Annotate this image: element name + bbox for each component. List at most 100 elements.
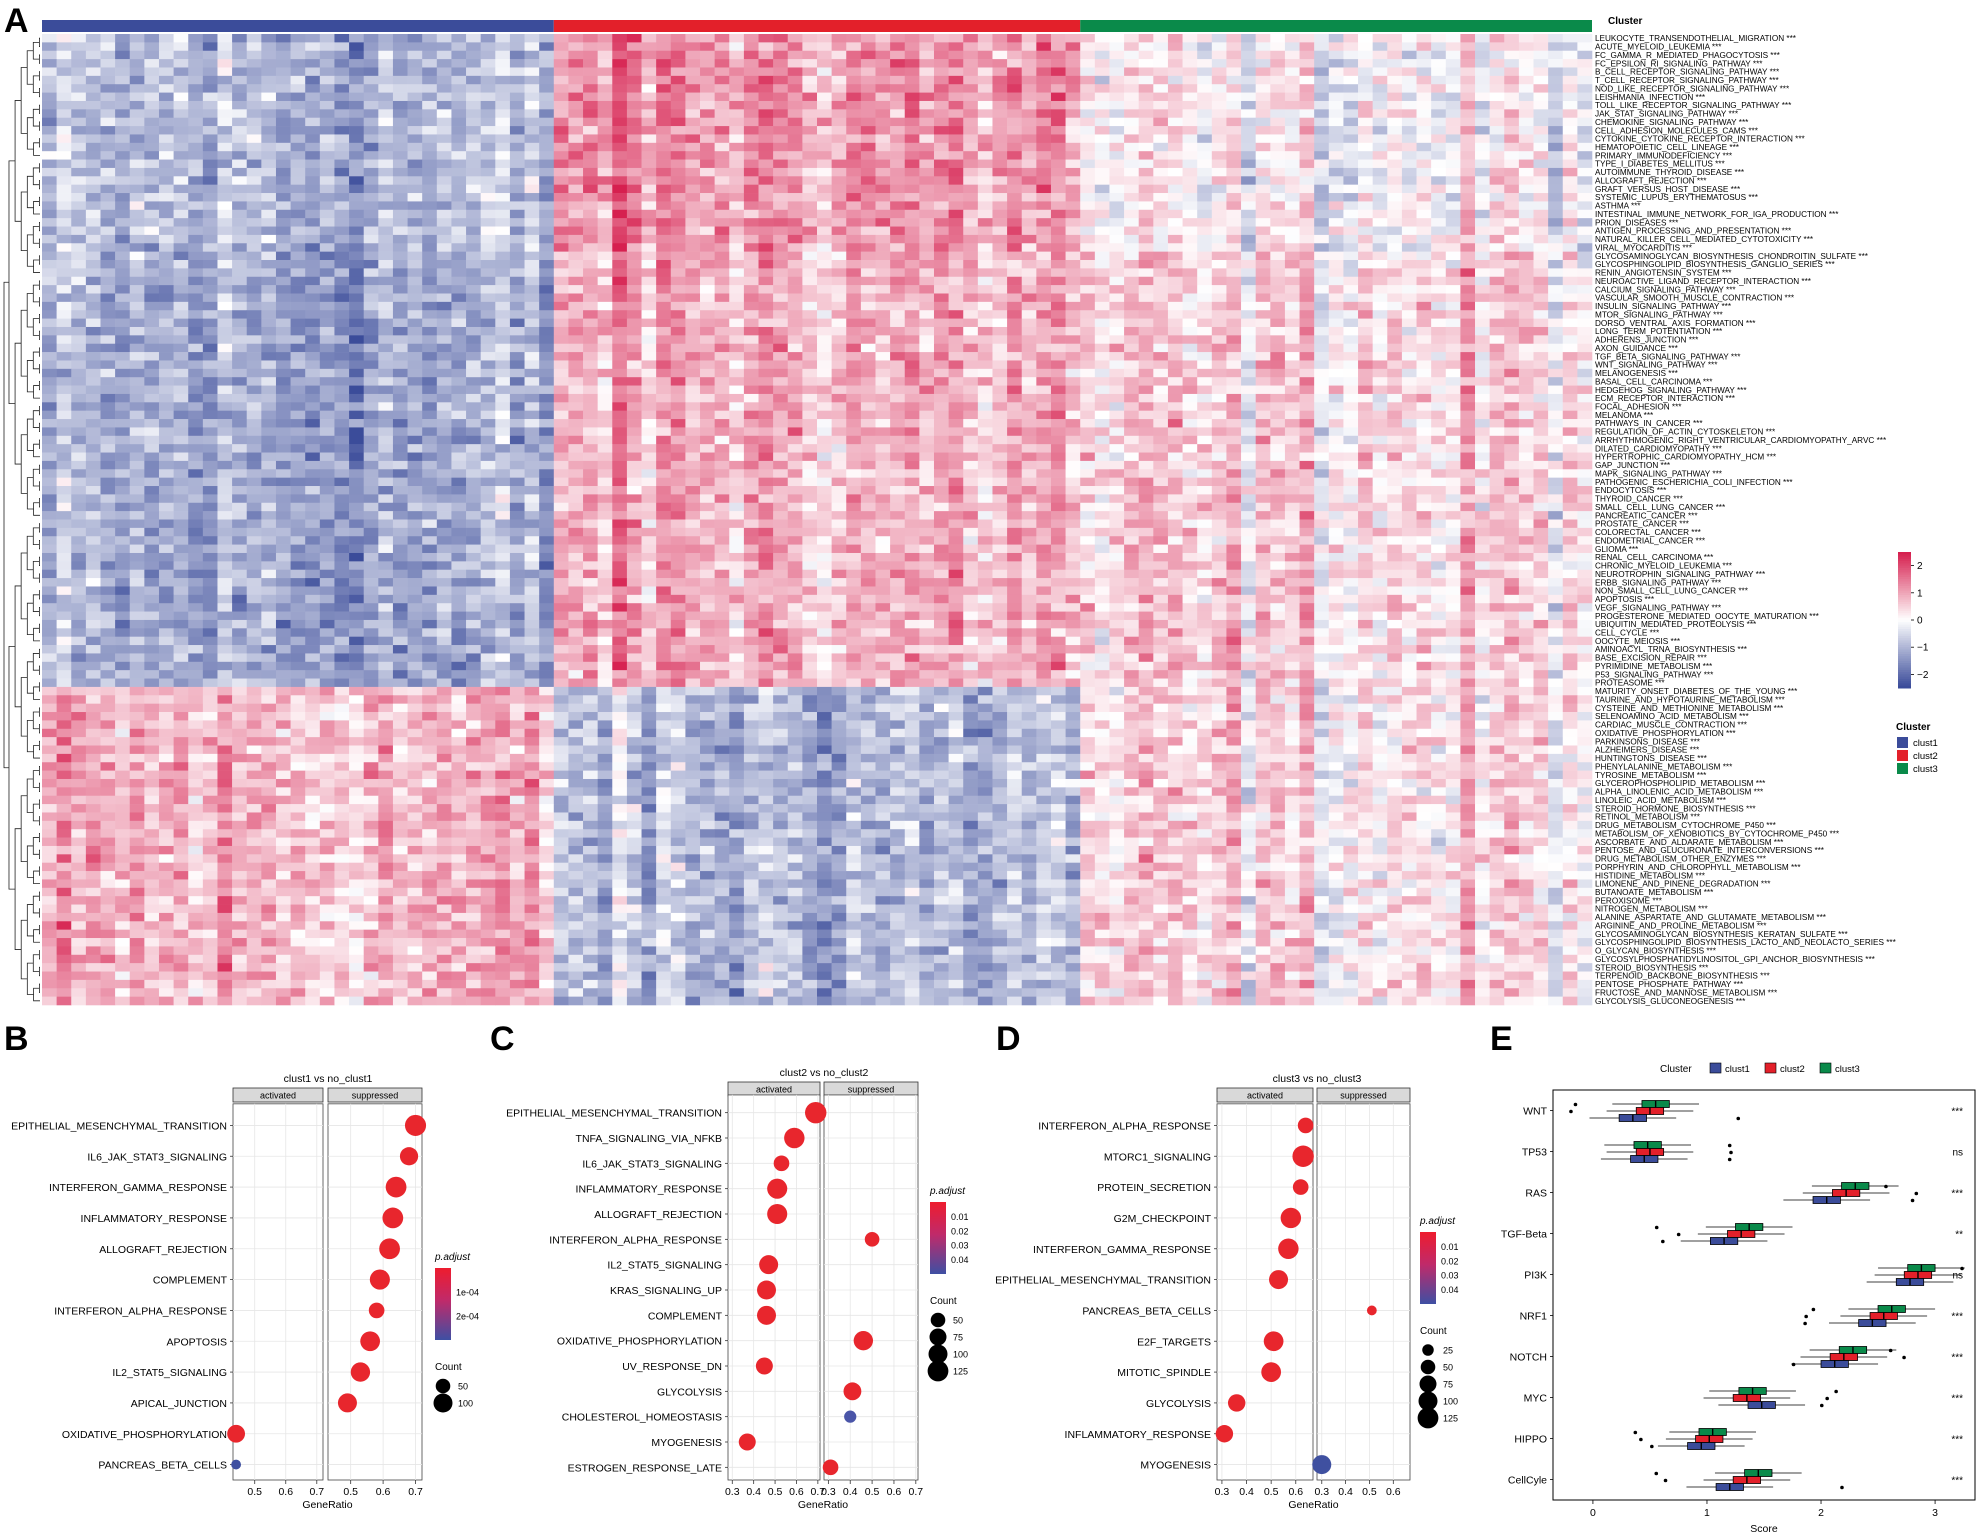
dendrogram-branch bbox=[39, 464, 40, 474]
heatmap-cell bbox=[1445, 167, 1461, 177]
heatmap-cell bbox=[860, 226, 876, 236]
heatmap-cell bbox=[714, 360, 730, 370]
heatmap-cell bbox=[700, 176, 715, 185]
heatmap-cell bbox=[407, 59, 423, 68]
heatmap-cell bbox=[875, 360, 891, 370]
heatmap-cell bbox=[773, 285, 789, 294]
heatmap-cell bbox=[831, 34, 847, 43]
heatmap-cell bbox=[1299, 268, 1315, 278]
heatmap-cell bbox=[875, 92, 891, 102]
heatmap-cell bbox=[466, 42, 481, 52]
heatmap-cell bbox=[685, 67, 701, 77]
heatmap-cell bbox=[1124, 360, 1139, 370]
dendrogram-branch bbox=[32, 108, 40, 127]
heatmap-cell bbox=[1255, 234, 1271, 244]
heatmap-cell bbox=[115, 218, 131, 227]
heatmap-cell bbox=[860, 84, 876, 93]
heatmap-cell bbox=[802, 42, 818, 52]
heatmap-cell bbox=[1401, 343, 1417, 353]
heatmap-cell bbox=[977, 310, 993, 319]
heatmap-cell bbox=[1036, 59, 1052, 68]
heatmap-cell bbox=[1255, 84, 1271, 93]
heatmap-cell bbox=[597, 67, 613, 77]
heatmap-cell bbox=[773, 410, 789, 420]
heatmap-cell bbox=[509, 134, 525, 144]
heatmap-cell bbox=[1445, 293, 1461, 303]
heatmap-cell bbox=[1475, 301, 1490, 311]
heatmap-cell bbox=[656, 134, 672, 144]
heatmap-cell bbox=[1241, 59, 1256, 68]
heatmap-cell bbox=[743, 67, 759, 77]
heatmap-cell bbox=[144, 268, 160, 278]
heatmap-cell bbox=[992, 276, 1008, 286]
heatmap-cell bbox=[1358, 360, 1373, 370]
heatmap-cell bbox=[319, 276, 335, 286]
heatmap-cell bbox=[626, 293, 642, 303]
heatmap-cell bbox=[597, 109, 613, 119]
heatmap-cell bbox=[1328, 126, 1344, 135]
heatmap-cell bbox=[1109, 159, 1125, 169]
heatmap-cell bbox=[392, 176, 408, 185]
heatmap-cell bbox=[890, 385, 906, 395]
heatmap-cell bbox=[904, 167, 920, 177]
heatmap-cell bbox=[539, 92, 555, 102]
heatmap-cell bbox=[524, 84, 540, 93]
heatmap-cell bbox=[568, 34, 584, 43]
heatmap-cell bbox=[1562, 226, 1578, 236]
heatmap-cell bbox=[1197, 218, 1213, 227]
heatmap-cell bbox=[290, 393, 306, 403]
heatmap-cell bbox=[787, 226, 803, 236]
heatmap-cell bbox=[466, 301, 481, 311]
heatmap-cell bbox=[583, 301, 598, 311]
heatmap-cell bbox=[568, 343, 584, 353]
heatmap-cell bbox=[1562, 134, 1578, 144]
heatmap-cell bbox=[1080, 209, 1096, 219]
heatmap-cell bbox=[290, 226, 306, 236]
heatmap-cell bbox=[1036, 243, 1052, 252]
heatmap-cell bbox=[773, 226, 789, 236]
heatmap-cell bbox=[1475, 34, 1490, 43]
heatmap-cell bbox=[1197, 368, 1213, 378]
heatmap-cell bbox=[71, 393, 87, 403]
heatmap-cell bbox=[1211, 234, 1227, 244]
heatmap-cell bbox=[1504, 226, 1520, 236]
heatmap-cell bbox=[1153, 50, 1169, 60]
row-dendrogram bbox=[3, 37, 40, 1002]
heatmap-cell bbox=[846, 402, 862, 411]
heatmap-cell bbox=[378, 368, 394, 378]
heatmap-cell bbox=[1050, 310, 1066, 319]
heatmap-cell bbox=[1007, 377, 1023, 386]
heatmap-cell bbox=[71, 59, 87, 68]
heatmap-cell bbox=[202, 218, 218, 227]
heatmap-cell bbox=[846, 352, 862, 361]
heatmap-cell bbox=[407, 402, 423, 411]
heatmap-cell bbox=[700, 377, 715, 386]
heatmap-cell bbox=[71, 385, 87, 395]
heatmap-cell bbox=[71, 343, 87, 353]
heatmap-cell bbox=[1343, 251, 1359, 261]
heatmap-cell bbox=[275, 301, 291, 311]
heatmap-cell bbox=[173, 352, 189, 361]
heatmap-cell bbox=[1562, 50, 1578, 60]
heatmap-cell bbox=[1372, 276, 1388, 286]
heatmap-cell bbox=[1460, 301, 1476, 311]
heatmap-cell bbox=[1445, 285, 1461, 294]
heatmap-cell bbox=[933, 218, 949, 227]
heatmap-cell bbox=[743, 126, 759, 135]
dendrogram-branch bbox=[39, 573, 40, 583]
heatmap-cell bbox=[115, 75, 131, 85]
heatmap-cell bbox=[612, 167, 628, 177]
heatmap-cell bbox=[1372, 142, 1388, 152]
heatmap-cell bbox=[1109, 92, 1125, 102]
heatmap-cell bbox=[1255, 293, 1271, 303]
heatmap-cell bbox=[1109, 402, 1125, 411]
heatmap-cell bbox=[173, 59, 189, 68]
heatmap-cell bbox=[246, 109, 262, 119]
heatmap-cell bbox=[1475, 326, 1490, 336]
heatmap-cell bbox=[1036, 318, 1052, 328]
heatmap-cell bbox=[1226, 276, 1242, 286]
heatmap-cell bbox=[290, 176, 306, 185]
heatmap-cell bbox=[1314, 92, 1330, 102]
heatmap-cell bbox=[977, 260, 993, 269]
heatmap-cell bbox=[641, 226, 657, 236]
